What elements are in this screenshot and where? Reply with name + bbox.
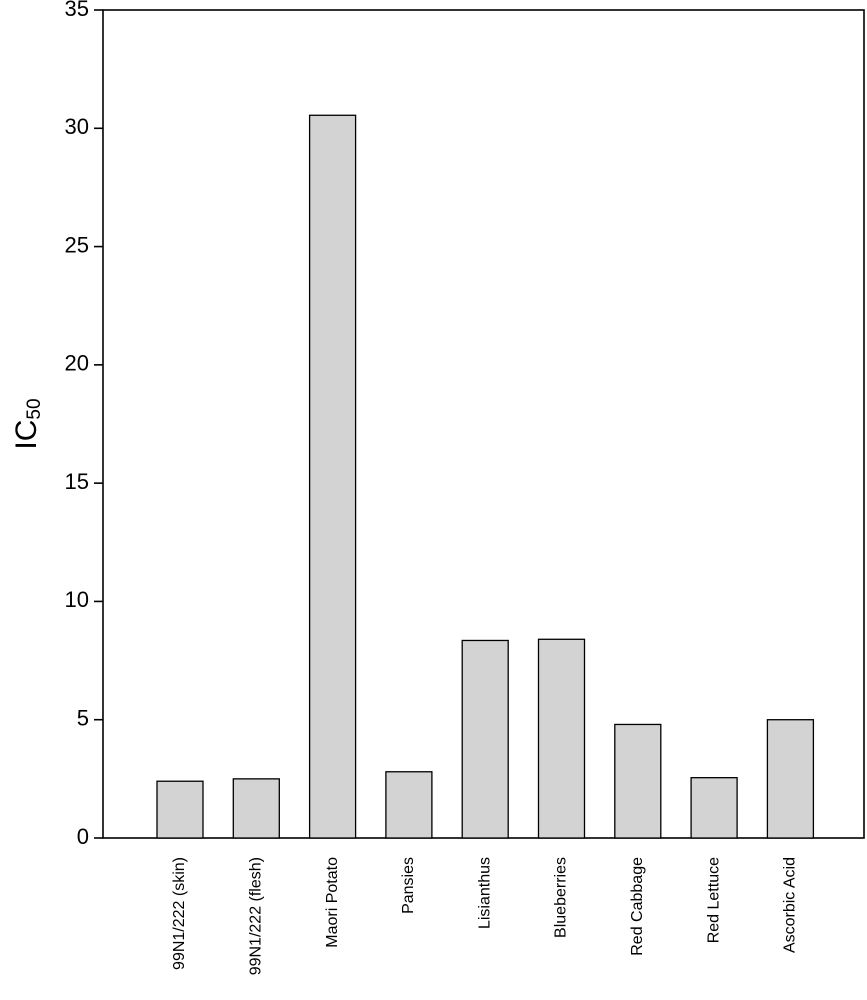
x-category-label: Red Cabbage — [629, 857, 646, 956]
y-tick-label: 0 — [77, 824, 89, 849]
y-axis-label-subscript: 50 — [24, 398, 45, 419]
y-tick-label: 5 — [77, 706, 89, 731]
y-axis: 0 5 10 15 20 25 30 35 — [65, 0, 103, 849]
x-category-label: Maori Potato — [324, 857, 341, 948]
x-category-label: Lisianthus — [476, 857, 493, 929]
x-category-label: Ascorbic Acid — [782, 857, 799, 953]
y-tick-label: 30 — [65, 114, 89, 139]
bar — [156, 780, 204, 839]
y-axis-label-main: IC — [10, 420, 43, 450]
bar — [766, 719, 815, 839]
bar — [308, 114, 357, 839]
bar — [614, 723, 662, 839]
x-category-label: 99N1/222 (flesh) — [248, 857, 265, 975]
x-axis-labels: 99N1/222 (skin) 99N1/222 (flesh) Maori Pot… — [171, 857, 798, 975]
y-tick-label: 15 — [65, 469, 89, 494]
bars — [156, 114, 815, 839]
bar — [537, 638, 586, 839]
x-category-label: Pansies — [400, 857, 417, 914]
y-tick-label: 10 — [65, 587, 89, 612]
bar — [232, 778, 280, 839]
y-tick-label: 20 — [65, 351, 89, 376]
y-tick-label: 25 — [65, 232, 89, 257]
y-tick-label: 35 — [65, 0, 89, 21]
x-category-label: Blueberries — [553, 857, 570, 938]
x-category-label: 99N1/222 (skin) — [171, 857, 188, 970]
x-category-label: Red Lettuce — [705, 857, 722, 943]
bar — [385, 771, 433, 839]
bar — [690, 777, 738, 839]
bar — [461, 639, 509, 839]
y-axis-label: IC50 — [10, 398, 45, 449]
